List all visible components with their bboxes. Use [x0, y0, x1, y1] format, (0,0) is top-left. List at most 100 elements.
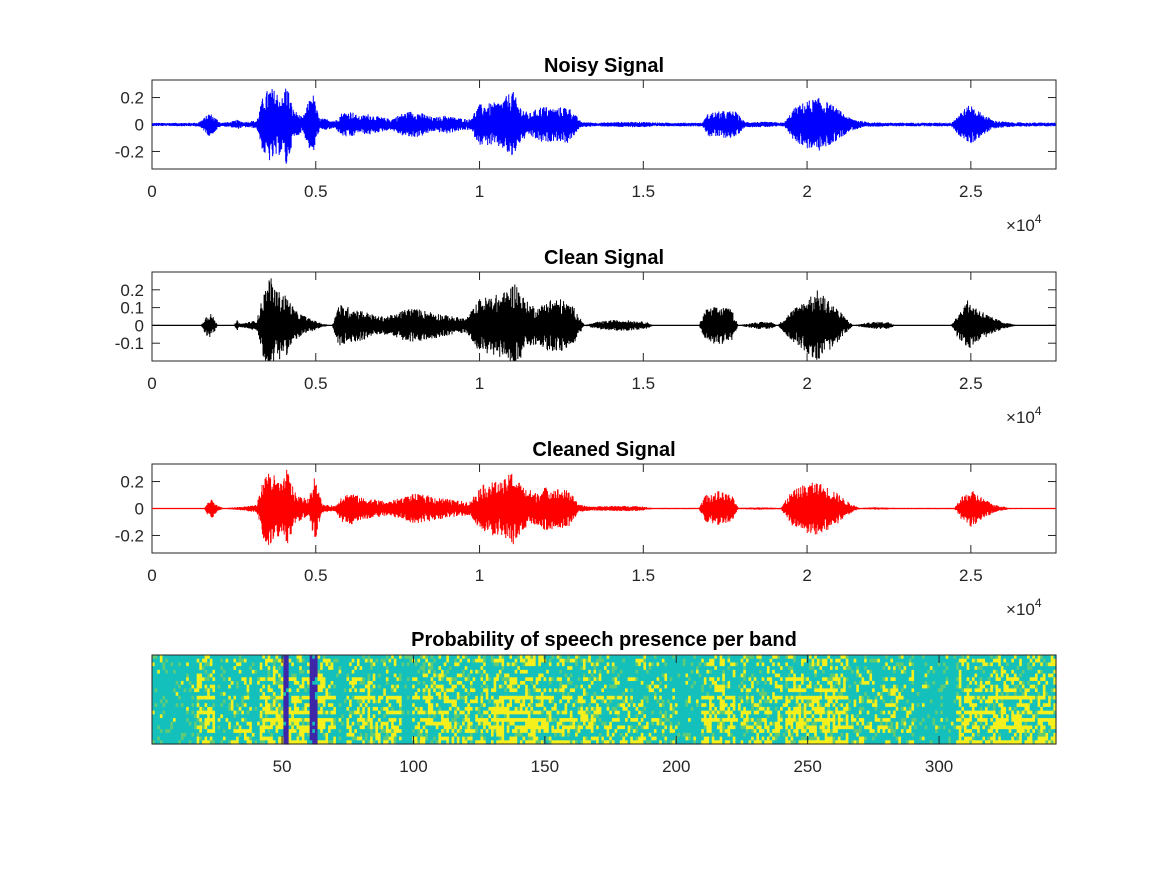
heatmap-cell: [220, 729, 224, 734]
heatmap-cell: [685, 703, 689, 708]
heatmap-cell: [564, 718, 568, 723]
heatmap-cell: [152, 695, 156, 701]
heatmap-cell: [220, 718, 224, 723]
heatmap-cell: [438, 673, 442, 678]
heatmap-cell: [561, 680, 566, 686]
heatmap-cell: [517, 736, 521, 741]
heatmap-cell: [611, 714, 616, 719]
heatmap-cell: [288, 692, 292, 697]
heatmap-cell: [525, 695, 529, 701]
heatmap-cell: [293, 673, 298, 678]
heatmap-cell: [546, 729, 550, 734]
heatmap-cell: [509, 669, 513, 675]
heatmap-cell: [159, 688, 164, 693]
heatmap-cell: [283, 666, 287, 671]
heatmap-cell: [222, 695, 227, 701]
heatmap-cell: [540, 729, 545, 734]
heatmap-cell: [307, 662, 311, 667]
heatmap-cell: [330, 699, 334, 704]
heatmap-cell: [464, 710, 468, 715]
heatmap-cell: [191, 732, 195, 738]
heatmap-cell: [406, 673, 411, 678]
heatmap-cell: [157, 677, 161, 682]
heatmap-cell: [635, 680, 639, 686]
heatmap-cell: [325, 666, 329, 671]
heatmap-cell: [519, 695, 524, 701]
heatmap-cell: [441, 684, 445, 689]
heatmap-cell: [228, 677, 232, 682]
heatmap-cell: [296, 669, 300, 675]
heatmap-cell: [343, 725, 348, 730]
heatmap-cell: [328, 718, 332, 723]
heatmap-cell: [152, 684, 156, 689]
heatmap-cell: [464, 680, 468, 686]
heatmap-cell: [454, 714, 458, 719]
heatmap-cell: [222, 710, 227, 715]
heatmap-cell: [283, 736, 287, 741]
heatmap-cell: [349, 710, 353, 715]
heatmap-cell: [590, 729, 595, 734]
heatmap-cell: [614, 684, 618, 689]
heatmap-cell: [364, 714, 369, 719]
heatmap-cell: [498, 706, 503, 712]
heatmap-cell: [154, 718, 158, 723]
heatmap-cell: [622, 666, 626, 671]
heatmap-cell: [317, 695, 321, 701]
heatmap-cell: [165, 714, 169, 719]
heatmap-cell: [401, 655, 405, 660]
heatmap-cell: [217, 703, 221, 708]
heatmap-cell: [475, 718, 479, 723]
heatmap-cell: [241, 684, 245, 689]
heatmap-cell: [259, 662, 263, 667]
heatmap-cell: [270, 732, 274, 738]
heatmap-cell: [527, 666, 532, 671]
heatmap-cell: [330, 729, 334, 734]
heatmap-cell: [485, 732, 489, 738]
heatmap-cell: [669, 673, 673, 678]
heatmap-cell: [307, 669, 311, 675]
heatmap-cell: [170, 725, 174, 730]
heatmap-cell: [551, 714, 555, 719]
heatmap-cell: [399, 666, 403, 671]
heatmap-cell: [167, 658, 171, 664]
heatmap-cell: [585, 706, 589, 712]
heatmap-cell: [194, 673, 198, 678]
heatmap-cell: [212, 658, 216, 664]
heatmap-cell: [554, 736, 558, 741]
heatmap-cell: [493, 688, 497, 693]
heatmap-cell: [483, 699, 487, 704]
heatmap-cell: [325, 673, 329, 678]
heatmap-cell: [199, 718, 203, 723]
heatmap-cell: [199, 692, 203, 697]
heatmap-cell: [417, 655, 421, 660]
heatmap-cell: [270, 692, 274, 697]
heatmap-cell: [378, 736, 382, 741]
heatmap-cell: [438, 680, 442, 686]
heatmap-cell: [661, 695, 666, 701]
heatmap-cell: [167, 729, 171, 734]
heatmap-cell: [496, 658, 500, 664]
heatmap-cell: [288, 725, 292, 730]
heatmap-cell: [409, 695, 413, 701]
heatmap-cell: [627, 677, 631, 682]
heatmap-cell: [438, 699, 442, 704]
heatmap-cell: [320, 695, 324, 701]
heatmap-cell: [448, 699, 453, 704]
heatmap-cell: [378, 703, 382, 708]
heatmap-cell: [362, 658, 366, 664]
heatmap-cell: [538, 710, 542, 715]
heatmap-cell: [512, 725, 516, 730]
heatmap-cell: [525, 718, 529, 723]
heatmap-cell: [288, 732, 292, 738]
heatmap-cell: [409, 703, 413, 708]
heatmap-cell: [627, 684, 631, 689]
heatmap-cell: [175, 692, 179, 697]
heatmap-cell: [178, 680, 182, 686]
heatmap-cell: [217, 710, 221, 715]
heatmap-cell: [322, 662, 327, 667]
heatmap-cell: [614, 669, 618, 675]
heatmap-cell: [343, 669, 348, 675]
heatmap-cell: [635, 703, 639, 708]
heatmap-cell: [299, 673, 303, 678]
heatmap-cell: [346, 699, 350, 704]
